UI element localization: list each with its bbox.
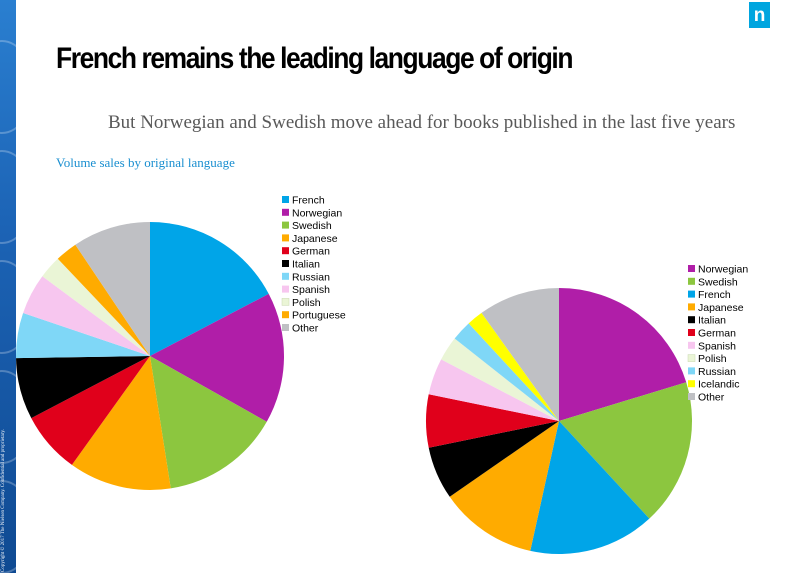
pie-slice-russian bbox=[454, 323, 559, 421]
side-band bbox=[0, 0, 16, 573]
legend-swatch-norwegian bbox=[688, 265, 695, 272]
legend-label-other: Other bbox=[292, 323, 319, 335]
legend-swatch-icelandic bbox=[688, 380, 695, 388]
legend-swatch-japanese bbox=[688, 303, 695, 311]
legend-label-japanese: Japanese bbox=[292, 233, 338, 245]
legend-swatch-japanese bbox=[282, 234, 289, 242]
pie-slice-spanish bbox=[23, 276, 150, 356]
pie-slice-portuguese bbox=[57, 244, 150, 356]
legend-left: FrenchNorwegianSwedishJapaneseGermanItal… bbox=[281, 195, 346, 335]
legend-label-german: German bbox=[698, 328, 736, 340]
legend-swatch-other bbox=[282, 324, 289, 331]
pie-slice-other bbox=[75, 222, 150, 356]
pie-slice-italian bbox=[16, 356, 150, 419]
pie-slice-japanese bbox=[71, 356, 171, 490]
pie-slice-spanish bbox=[428, 359, 559, 421]
legend-label-swedish: Swedish bbox=[292, 220, 332, 232]
legend-label-polish: Polish bbox=[292, 297, 321, 309]
legend-label-other: Other bbox=[698, 392, 725, 404]
pie-slice-polish bbox=[441, 338, 559, 421]
legend-label-spanish: Spanish bbox=[292, 284, 330, 296]
legend-swatch-russian bbox=[688, 367, 695, 375]
pie-chart-right bbox=[426, 287, 693, 555]
nielsen-logo: n bbox=[749, 2, 770, 28]
pie-slice-german bbox=[426, 394, 559, 448]
legend-swatch-french bbox=[688, 290, 695, 298]
pie-slice-german bbox=[31, 356, 150, 465]
legend-swatch-other bbox=[688, 393, 695, 400]
pie-slice-french bbox=[150, 222, 269, 356]
legend-label-italian: Italian bbox=[292, 259, 320, 271]
legend-swatch-portuguese bbox=[282, 311, 289, 319]
pie-slice-swedish bbox=[559, 382, 693, 519]
decor-wave bbox=[0, 370, 16, 464]
pie-slice-polish bbox=[42, 258, 150, 356]
decor-wave bbox=[0, 40, 16, 134]
legend-label-french: French bbox=[698, 289, 731, 301]
decor-wave bbox=[0, 150, 16, 244]
legend-label-norwegian: Norwegian bbox=[698, 264, 748, 276]
legend-swatch-spanish bbox=[282, 285, 289, 293]
legend-swatch-russian bbox=[282, 272, 289, 280]
legend-swatch-french bbox=[282, 196, 289, 203]
legend-swatch-swedish bbox=[282, 221, 289, 229]
pie-slice-french bbox=[530, 421, 650, 555]
legend-label-japanese: Japanese bbox=[698, 302, 744, 314]
legend-label-russian: Russian bbox=[698, 366, 736, 378]
chart-caption: Volume sales by original language bbox=[56, 155, 235, 170]
legend-swatch-polish bbox=[687, 354, 696, 362]
legend-swatch-italian bbox=[688, 316, 695, 324]
legend-label-german: German bbox=[292, 246, 330, 258]
pie-slice-norwegian bbox=[150, 293, 285, 422]
pie-slice-japanese bbox=[449, 421, 559, 551]
slide-subtitle: But Norwegian and Swedish move ahead for… bbox=[108, 112, 736, 133]
pie-slice-italian bbox=[428, 421, 559, 497]
pie-slice-russian bbox=[16, 313, 151, 359]
pie-slice-icelandic bbox=[468, 312, 559, 421]
legend-label-polish: Polish bbox=[698, 353, 727, 365]
legend-label-icelandic: Icelandic bbox=[698, 379, 739, 391]
pie-chart-left bbox=[16, 222, 285, 490]
pie-slice-other bbox=[481, 288, 559, 421]
legend-label-portuguese: Portuguese bbox=[292, 310, 346, 322]
legend-label-italian: Italian bbox=[698, 315, 726, 327]
legend-swatch-german bbox=[688, 329, 695, 336]
legend-label-norwegian: Norwegian bbox=[292, 207, 342, 219]
legend-label-swedish: Swedish bbox=[698, 276, 738, 288]
legend-swatch-swedish bbox=[688, 277, 695, 285]
legend-swatch-italian bbox=[282, 260, 289, 267]
legend-label-spanish: Spanish bbox=[698, 340, 736, 352]
pie-slice-norwegian bbox=[559, 287, 687, 421]
legend-label-russian: Russian bbox=[292, 271, 330, 283]
legend-label-french: French bbox=[292, 195, 325, 207]
legend-swatch-polish bbox=[281, 298, 290, 306]
legend-swatch-norwegian bbox=[282, 208, 289, 216]
legend-swatch-german bbox=[282, 247, 289, 255]
legend-swatch-spanish bbox=[688, 341, 695, 349]
slide-title: French remains the leading language of o… bbox=[56, 42, 573, 75]
legend-right: NorwegianSwedishFrenchJapaneseItalianGer… bbox=[687, 264, 748, 404]
pie-slice-swedish bbox=[150, 356, 267, 489]
decor-wave bbox=[0, 260, 16, 354]
